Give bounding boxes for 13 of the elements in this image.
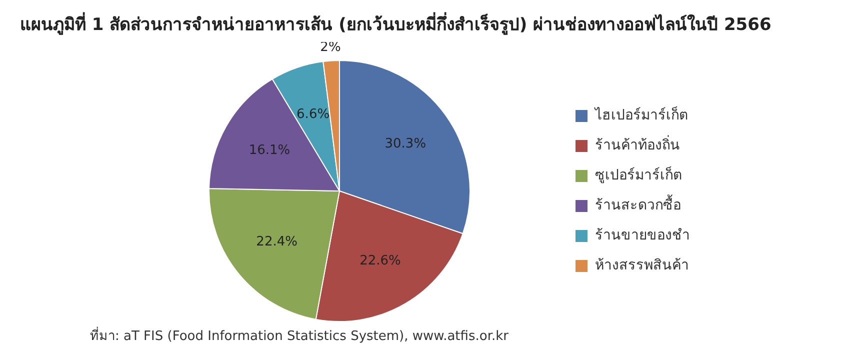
legend-label: ร้านสะดวกซื้อ (595, 194, 681, 214)
legend-label: ไฮเปอร์มาร์เก็ต (594, 106, 688, 124)
legend-label: ร้านค้าท้องถิ่น (595, 136, 680, 154)
chart-title: แผนภูมิที่ 1 สัดส่วนการจำหน่ายอาหารเส้น (ยกเว้นบะหมี่กึ่งสำเร็จรูป) ผ่านช่องทางออฟไลน์ในปี 2566 (20, 11, 772, 37)
data-label: 6.6% (296, 106, 330, 122)
text: ที่มา: aT FIS (Food Information Statistics System), www.atfis.or.kr (90, 326, 508, 346)
legend-label: ซูเปอร์มาร์เก็ต (595, 166, 682, 184)
data-label: 22.6% (360, 253, 401, 268)
data-label: 22.4% (256, 234, 298, 250)
data-label: 16.1% (248, 142, 290, 158)
legend-label: ร้านขายของชำ (595, 228, 690, 244)
legend-label: ห้างสรรพสินค้า (595, 258, 689, 274)
data-label: 30.3% (384, 136, 426, 152)
